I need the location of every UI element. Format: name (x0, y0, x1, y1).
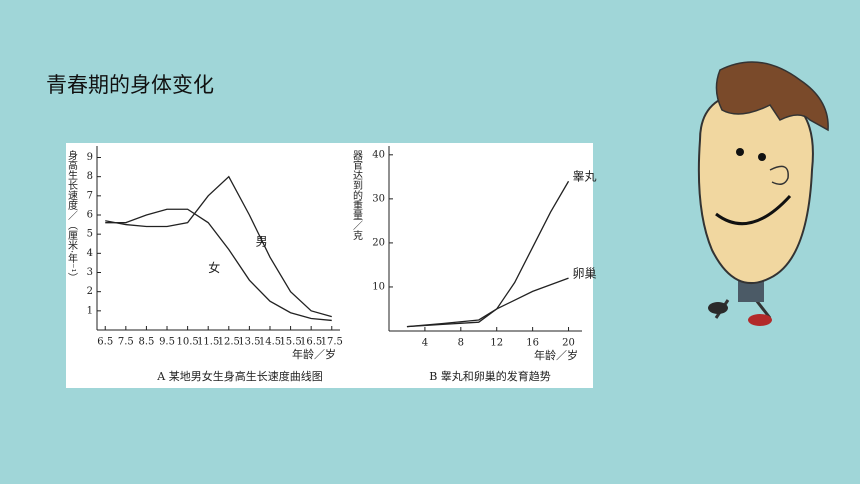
x-tick-label: 14.5 (259, 337, 281, 348)
series-line (406, 180, 570, 328)
y-axis-label: 身高生长速度／（厘米·年⁻¹） (66, 149, 78, 283)
series-line (105, 175, 332, 318)
y-tick-label: 8 (87, 171, 93, 182)
y-tick-label: 2 (87, 286, 93, 297)
series-line (105, 208, 332, 322)
y-tick-label: 1 (87, 305, 93, 316)
x-axis-label: 年龄／岁 (534, 348, 578, 362)
series-label: 卵巢 (573, 267, 597, 281)
y-tick-label: 40 (372, 149, 385, 160)
cartoon (697, 61, 829, 326)
series-label: 睾丸 (573, 169, 597, 184)
y-tick-label: 3 (87, 267, 93, 278)
x-tick-label: 13.5 (238, 337, 260, 348)
y-tick-label: 20 (372, 237, 385, 248)
x-tick-label: 17.5 (321, 337, 343, 348)
x-tick-label: 12 (490, 338, 503, 349)
x-tick-label: 20 (562, 338, 575, 349)
chart-caption: A 某地男女生身高生长速度曲线图 (156, 369, 322, 383)
x-tick-label: 15.5 (279, 337, 301, 348)
y-tick-label: 4 (87, 248, 93, 259)
x-tick-label: 16 (526, 338, 539, 349)
x-tick-label: 9.5 (159, 337, 175, 348)
x-tick-label: 16.5 (300, 337, 322, 348)
y-tick-label: 6 (87, 210, 93, 221)
y-tick-label: 7 (87, 190, 93, 201)
y-tick-label: 10 (372, 281, 385, 292)
x-tick-label: 6.5 (97, 337, 113, 348)
x-tick-label: 8 (458, 338, 464, 349)
x-tick-label: 4 (422, 338, 428, 349)
y-axis-label: 器官达到的重量／克 (351, 150, 363, 241)
y-tick-label: 30 (372, 193, 385, 204)
slide-title: 青春期的身体变化 (46, 73, 214, 97)
chart-caption: B 睾丸和卵巢的发育趋势 (429, 369, 551, 383)
series-label: 男 (256, 234, 268, 248)
chart-panel (66, 143, 593, 388)
series-line (406, 277, 569, 328)
y-tick-label: 9 (87, 152, 93, 163)
x-tick-label: 8.5 (138, 337, 154, 348)
x-axis-label: 年龄／岁 (292, 347, 336, 361)
x-tick-label: 12.5 (218, 337, 240, 348)
x-tick-label: 10.5 (176, 337, 198, 348)
x-tick-label: 11.5 (197, 337, 219, 348)
x-tick-label: 7.5 (118, 337, 134, 348)
series-label: 女 (208, 260, 220, 275)
y-tick-label: 5 (87, 229, 93, 240)
